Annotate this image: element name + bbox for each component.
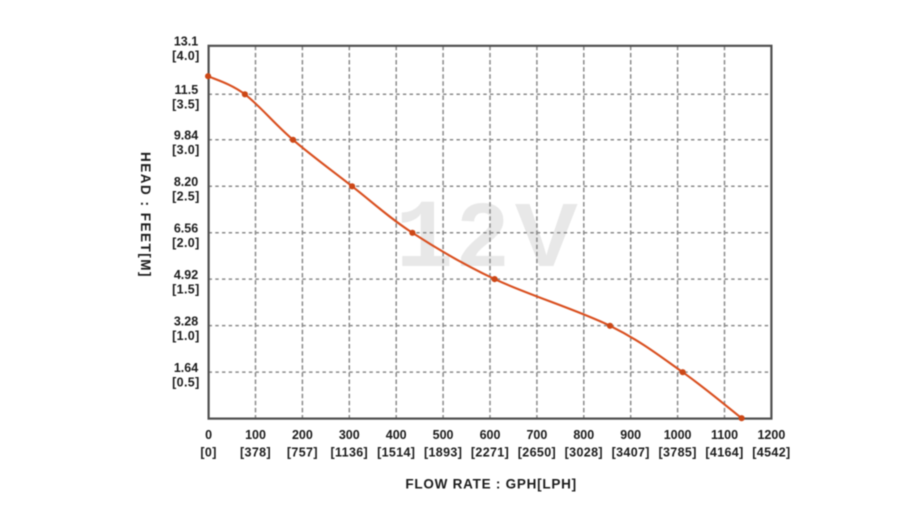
svg-text:[1514]: [1514] (377, 445, 415, 459)
svg-text:[1136]: [1136] (331, 445, 369, 459)
svg-text:[3.5]: [3.5] (172, 98, 199, 112)
svg-text:[378]: [378] (240, 445, 271, 459)
svg-text:[2271]: [2271] (471, 445, 509, 459)
svg-text:200: 200 (292, 428, 313, 442)
svg-text:[0]: [0] (200, 445, 216, 459)
svg-text:[4164]: [4164] (705, 445, 743, 459)
svg-text:[1.0]: [1.0] (172, 329, 199, 343)
svg-text:1200: 1200 (757, 428, 785, 442)
svg-text:400: 400 (386, 428, 407, 442)
svg-text:0: 0 (205, 428, 212, 442)
svg-text:FLOW RATE : GPH[LPH]: FLOW RATE : GPH[LPH] (405, 477, 576, 492)
svg-text:2: 2 (458, 186, 508, 286)
svg-text:13.1: 13.1 (174, 35, 198, 49)
svg-text:9.84: 9.84 (174, 129, 198, 143)
svg-text:600: 600 (480, 428, 501, 442)
svg-text:3.28: 3.28 (174, 314, 198, 328)
svg-text:500: 500 (433, 428, 454, 442)
svg-text:[2.0]: [2.0] (172, 236, 199, 250)
svg-text:[757]: [757] (287, 445, 318, 459)
svg-text:[2650]: [2650] (518, 445, 556, 459)
svg-text:HEAD : FEET[M]: HEAD : FEET[M] (138, 152, 153, 278)
svg-text:700: 700 (526, 428, 547, 442)
svg-text:8.20: 8.20 (174, 175, 198, 189)
svg-text:[3785]: [3785] (658, 445, 696, 459)
svg-text:[4542]: [4542] (752, 445, 790, 459)
svg-text:V: V (514, 184, 578, 285)
svg-text:6.56: 6.56 (174, 222, 198, 236)
svg-text:800: 800 (573, 428, 594, 442)
svg-text:100: 100 (245, 428, 266, 442)
svg-text:900: 900 (620, 428, 641, 442)
svg-text:[0.5]: [0.5] (172, 376, 199, 390)
svg-text:[3.0]: [3.0] (172, 143, 199, 157)
svg-text:1000: 1000 (664, 428, 692, 442)
svg-text:[2.5]: [2.5] (172, 190, 199, 204)
svg-text:1.64: 1.64 (174, 361, 198, 375)
svg-text:[3028]: [3028] (565, 445, 603, 459)
svg-text:[4.0]: [4.0] (172, 49, 199, 63)
svg-text:300: 300 (339, 428, 360, 442)
svg-text:[1893]: [1893] (424, 445, 462, 459)
svg-text:1100: 1100 (711, 428, 738, 442)
svg-text:[3407]: [3407] (612, 445, 650, 459)
svg-text:4.92: 4.92 (174, 268, 198, 282)
svg-text:[1.5]: [1.5] (172, 283, 199, 297)
svg-text:11.5: 11.5 (175, 83, 199, 97)
